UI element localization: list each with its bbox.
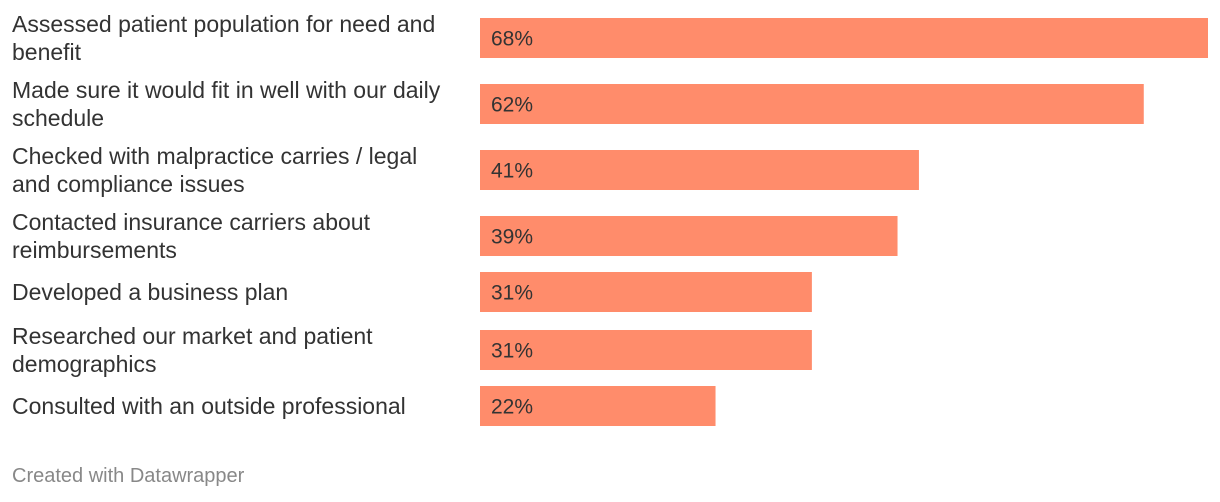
bar-row: Made sure it would fit in well with our …: [12, 77, 1144, 131]
category-label-line: Consulted with an outside professional: [12, 393, 406, 419]
category-label-line: Researched our market and patient: [12, 323, 373, 349]
bar: [480, 330, 812, 370]
category-label-line: Made sure it would fit in well with our …: [12, 77, 441, 103]
category-label-line: Checked with malpractice carries / legal: [12, 143, 417, 169]
value-label: 31%: [491, 340, 533, 363]
value-label: 22%: [491, 396, 533, 419]
bar: [480, 150, 919, 190]
category-label-line: benefit: [12, 39, 82, 65]
footer-credit: Created with Datawrapper: [12, 465, 245, 487]
category-label: Assessed patient population for need and…: [12, 11, 435, 65]
value-label: 68%: [491, 28, 533, 51]
bar-row: Assessed patient population for need and…: [12, 11, 1208, 65]
category-label: Developed a business plan: [12, 279, 288, 305]
category-label: Made sure it would fit in well with our …: [12, 77, 441, 131]
bar-row: Checked with malpractice carries / legal…: [12, 143, 919, 197]
bar: [480, 84, 1144, 124]
category-label-line: demographics: [12, 351, 156, 377]
category-label-line: Contacted insurance carriers about: [12, 209, 371, 235]
category-label-line: reimbursements: [12, 237, 177, 263]
category-label: Consulted with an outside professional: [12, 393, 406, 419]
value-label: 62%: [491, 94, 533, 117]
value-label: 31%: [491, 282, 533, 305]
category-label-line: Developed a business plan: [12, 279, 288, 305]
bar-row: Developed a business plan 31%: [12, 272, 812, 312]
bar: [480, 216, 898, 256]
category-label-line: and compliance issues: [12, 171, 245, 197]
bar: [480, 18, 1208, 58]
bar-row: Contacted insurance carriers about reimbu…: [12, 209, 898, 263]
category-label-line: Assessed patient population for need and: [12, 11, 435, 37]
category-label-line: schedule: [12, 105, 104, 131]
bar-row: Researched our market and patient demogra…: [12, 323, 812, 377]
bar: [480, 272, 812, 312]
value-label: 41%: [491, 160, 533, 183]
category-label: Contacted insurance carriers about reimbu…: [12, 209, 371, 263]
bar-row: Consulted with an outside professional 22…: [12, 386, 716, 426]
bar: [480, 386, 716, 426]
value-label: 39%: [491, 226, 533, 249]
category-label: Checked with malpractice carries / legal…: [12, 143, 417, 197]
category-label: Researched our market and patient demogra…: [12, 323, 373, 377]
